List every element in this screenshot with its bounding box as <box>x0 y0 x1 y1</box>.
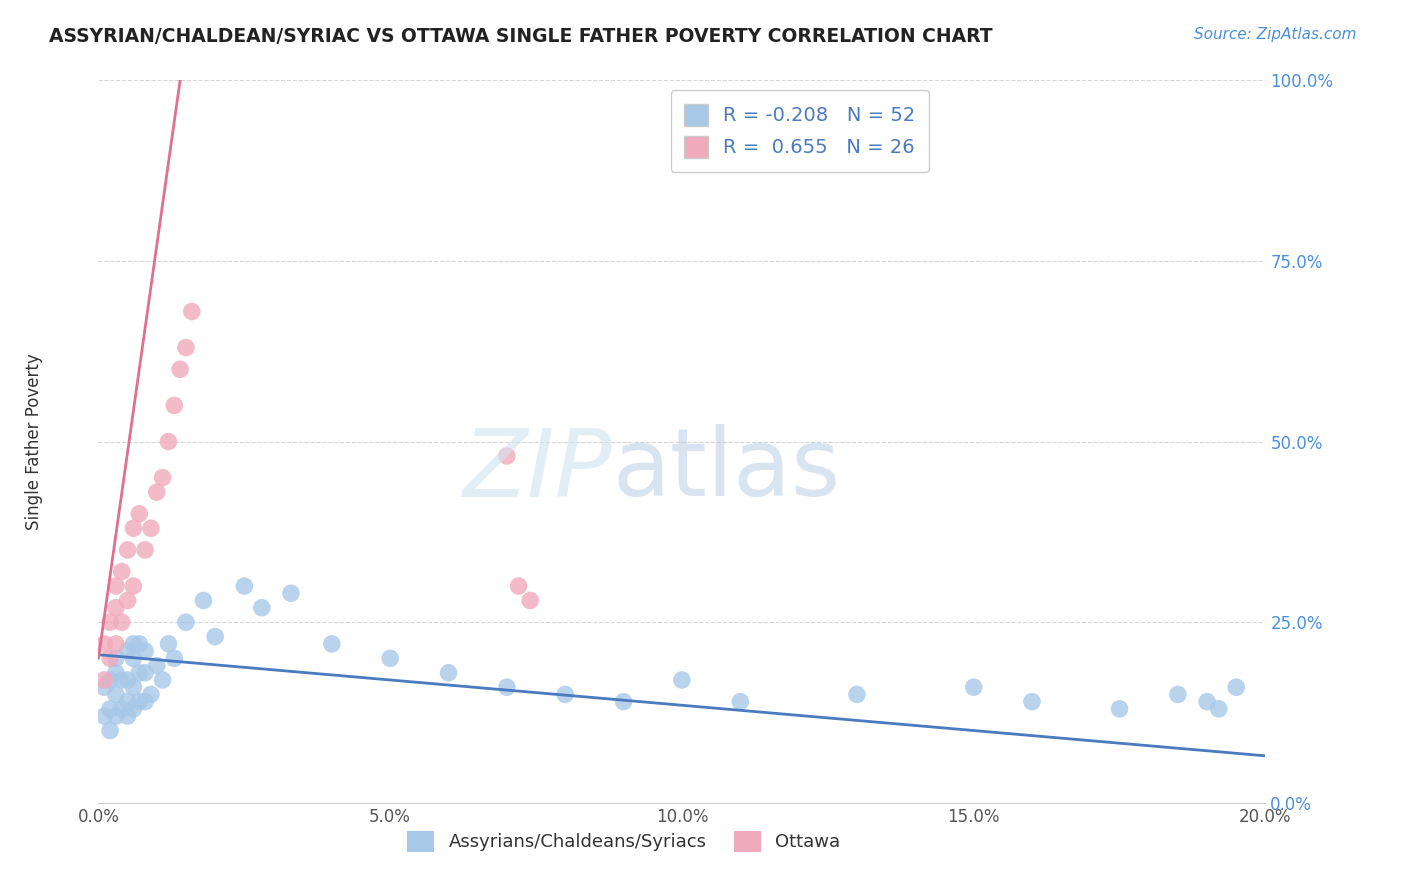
Point <box>111 615 134 630</box>
Point <box>174 341 197 355</box>
Point <box>134 644 156 658</box>
Point <box>152 673 174 687</box>
Point <box>98 651 121 665</box>
Point <box>193 593 215 607</box>
Point <box>157 434 180 449</box>
Point <box>104 637 127 651</box>
Point <box>554 687 576 701</box>
Text: Single Father Poverty: Single Father Poverty <box>25 353 44 530</box>
Point <box>117 542 139 557</box>
Point <box>508 579 530 593</box>
Point <box>98 723 121 738</box>
Point <box>612 695 634 709</box>
Point <box>169 362 191 376</box>
Point <box>233 579 256 593</box>
Point <box>204 630 226 644</box>
Point <box>122 579 145 593</box>
Point <box>104 600 127 615</box>
Point <box>93 680 115 694</box>
Point <box>128 695 150 709</box>
Point <box>146 658 169 673</box>
Point <box>117 593 139 607</box>
Point <box>98 702 121 716</box>
Point <box>128 637 150 651</box>
Text: atlas: atlas <box>612 425 841 516</box>
Point <box>250 600 273 615</box>
Point <box>98 615 121 630</box>
Text: ASSYRIAN/CHALDEAN/SYRIAC VS OTTAWA SINGLE FATHER POVERTY CORRELATION CHART: ASSYRIAN/CHALDEAN/SYRIAC VS OTTAWA SINGL… <box>49 27 993 45</box>
Point <box>180 304 202 318</box>
Point <box>128 507 150 521</box>
Point <box>496 680 519 694</box>
Point <box>380 651 402 665</box>
Point <box>122 521 145 535</box>
Point <box>128 665 150 680</box>
Point <box>1208 702 1230 716</box>
Point <box>671 673 693 687</box>
Point <box>139 687 162 701</box>
Point <box>1225 680 1247 694</box>
Point <box>122 702 145 716</box>
Point <box>122 637 145 651</box>
Point <box>134 665 156 680</box>
Point <box>104 709 127 723</box>
Point <box>846 687 869 701</box>
Point <box>104 687 127 701</box>
Point <box>146 485 169 500</box>
Point <box>157 637 180 651</box>
Point <box>93 637 115 651</box>
Point <box>117 695 139 709</box>
Point <box>1108 702 1130 716</box>
Point <box>321 637 343 651</box>
Point <box>122 651 145 665</box>
Point <box>1021 695 1043 709</box>
Point <box>496 449 519 463</box>
Point <box>93 709 115 723</box>
Legend: R = -0.208   N = 52, R =  0.655   N = 26: R = -0.208 N = 52, R = 0.655 N = 26 <box>671 90 929 172</box>
Point <box>122 680 145 694</box>
Point <box>174 615 197 630</box>
Point <box>111 673 134 687</box>
Point <box>134 695 156 709</box>
Point <box>1195 695 1218 709</box>
Point <box>104 665 127 680</box>
Point <box>117 709 139 723</box>
Point <box>139 521 162 535</box>
Point <box>519 593 541 607</box>
Point <box>134 542 156 557</box>
Point <box>104 651 127 665</box>
Point <box>117 673 139 687</box>
Point <box>163 398 186 412</box>
Point <box>98 673 121 687</box>
Point <box>111 565 134 579</box>
Point <box>93 673 115 687</box>
Point <box>280 586 302 600</box>
Point <box>163 651 186 665</box>
Point <box>730 695 752 709</box>
Point <box>152 470 174 484</box>
Point <box>111 702 134 716</box>
Point <box>1167 687 1189 701</box>
Point <box>437 665 460 680</box>
Text: ZIP: ZIP <box>463 425 612 516</box>
Point <box>104 579 127 593</box>
Point <box>117 644 139 658</box>
Text: Source: ZipAtlas.com: Source: ZipAtlas.com <box>1194 27 1357 42</box>
Point <box>962 680 984 694</box>
